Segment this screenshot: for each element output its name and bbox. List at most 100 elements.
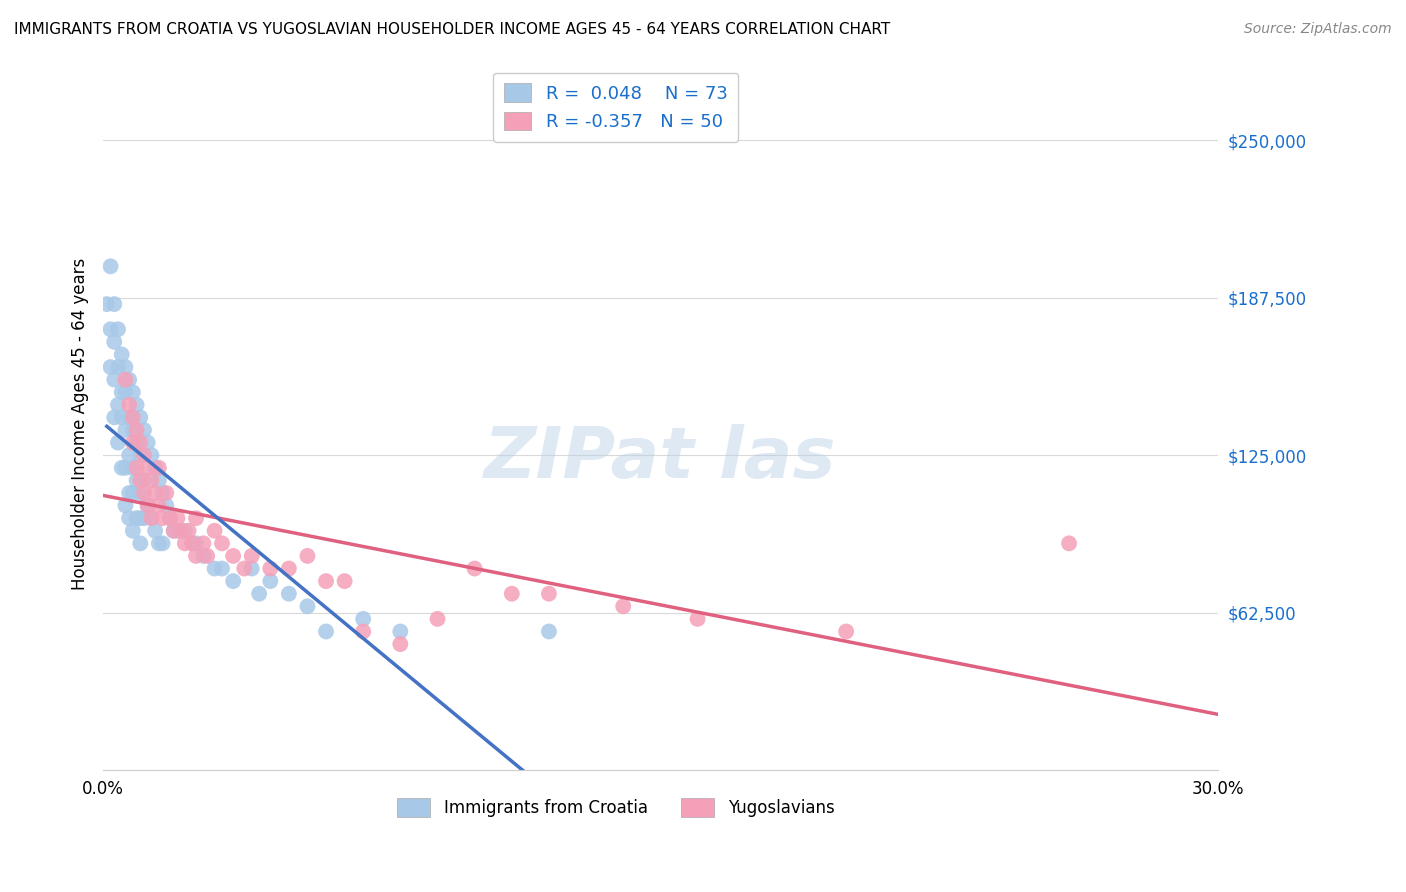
Point — [184, 511, 207, 525]
Point — [107, 435, 129, 450]
Point — [107, 359, 129, 374]
Point — [100, 322, 122, 336]
Point — [114, 423, 136, 437]
Point — [132, 474, 155, 488]
Point — [193, 549, 215, 563]
Point — [315, 624, 337, 639]
Point — [537, 624, 560, 639]
Point — [141, 511, 163, 525]
Point — [143, 486, 166, 500]
Point — [152, 511, 174, 525]
Point — [163, 524, 186, 538]
Point — [259, 561, 281, 575]
Point — [181, 536, 204, 550]
Point — [143, 460, 166, 475]
Point — [155, 486, 177, 500]
Point — [100, 260, 122, 274]
Point — [170, 524, 193, 538]
Point — [193, 536, 215, 550]
Point — [111, 347, 134, 361]
Point — [129, 511, 152, 525]
Point — [181, 536, 204, 550]
Point — [118, 410, 141, 425]
Point — [426, 612, 449, 626]
Point — [136, 499, 159, 513]
Point — [114, 499, 136, 513]
Point — [132, 448, 155, 462]
Point — [114, 385, 136, 400]
Point — [125, 460, 148, 475]
Point — [100, 359, 122, 374]
Text: ZIPat las: ZIPat las — [484, 424, 837, 493]
Point — [297, 599, 319, 614]
Point — [114, 460, 136, 475]
Point — [501, 587, 523, 601]
Point — [163, 524, 186, 538]
Point — [125, 474, 148, 488]
Point — [277, 587, 299, 601]
Point — [152, 536, 174, 550]
Point — [141, 474, 163, 488]
Point — [114, 373, 136, 387]
Point — [143, 524, 166, 538]
Point — [204, 524, 226, 538]
Point — [177, 524, 200, 538]
Point — [537, 587, 560, 601]
Point — [166, 511, 188, 525]
Point — [129, 410, 152, 425]
Point — [132, 486, 155, 500]
Point — [125, 435, 148, 450]
Point — [195, 549, 218, 563]
Point — [121, 435, 143, 450]
Point — [129, 486, 152, 500]
Point — [118, 398, 141, 412]
Legend: Immigrants from Croatia, Yugoslavians: Immigrants from Croatia, Yugoslavians — [391, 791, 841, 824]
Point — [155, 499, 177, 513]
Point — [835, 624, 858, 639]
Point — [129, 448, 152, 462]
Point — [240, 549, 263, 563]
Point — [352, 624, 374, 639]
Point — [141, 448, 163, 462]
Point — [166, 524, 188, 538]
Point — [114, 359, 136, 374]
Point — [204, 561, 226, 575]
Point — [121, 385, 143, 400]
Point — [148, 536, 170, 550]
Point — [118, 486, 141, 500]
Point — [389, 624, 412, 639]
Point — [173, 524, 195, 538]
Point — [121, 410, 143, 425]
Point — [315, 574, 337, 588]
Point — [129, 536, 152, 550]
Point — [173, 536, 195, 550]
Point — [132, 511, 155, 525]
Point — [211, 561, 233, 575]
Point — [118, 373, 141, 387]
Point — [222, 549, 245, 563]
Point — [612, 599, 634, 614]
Point — [103, 334, 125, 349]
Point — [121, 423, 143, 437]
Point — [136, 460, 159, 475]
Point — [118, 448, 141, 462]
Point — [233, 561, 256, 575]
Point — [686, 612, 709, 626]
Point — [103, 297, 125, 311]
Point — [222, 574, 245, 588]
Point — [136, 499, 159, 513]
Point — [136, 435, 159, 450]
Point — [159, 511, 181, 525]
Point — [333, 574, 356, 588]
Point — [129, 474, 152, 488]
Point — [103, 373, 125, 387]
Point — [148, 460, 170, 475]
Point — [96, 297, 118, 311]
Y-axis label: Householder Income Ages 45 - 64 years: Householder Income Ages 45 - 64 years — [72, 258, 89, 590]
Point — [297, 549, 319, 563]
Text: IMMIGRANTS FROM CROATIA VS YUGOSLAVIAN HOUSEHOLDER INCOME AGES 45 - 64 YEARS COR: IMMIGRANTS FROM CROATIA VS YUGOSLAVIAN H… — [14, 22, 890, 37]
Point — [125, 511, 148, 525]
Point — [118, 511, 141, 525]
Point — [111, 460, 134, 475]
Point — [129, 435, 152, 450]
